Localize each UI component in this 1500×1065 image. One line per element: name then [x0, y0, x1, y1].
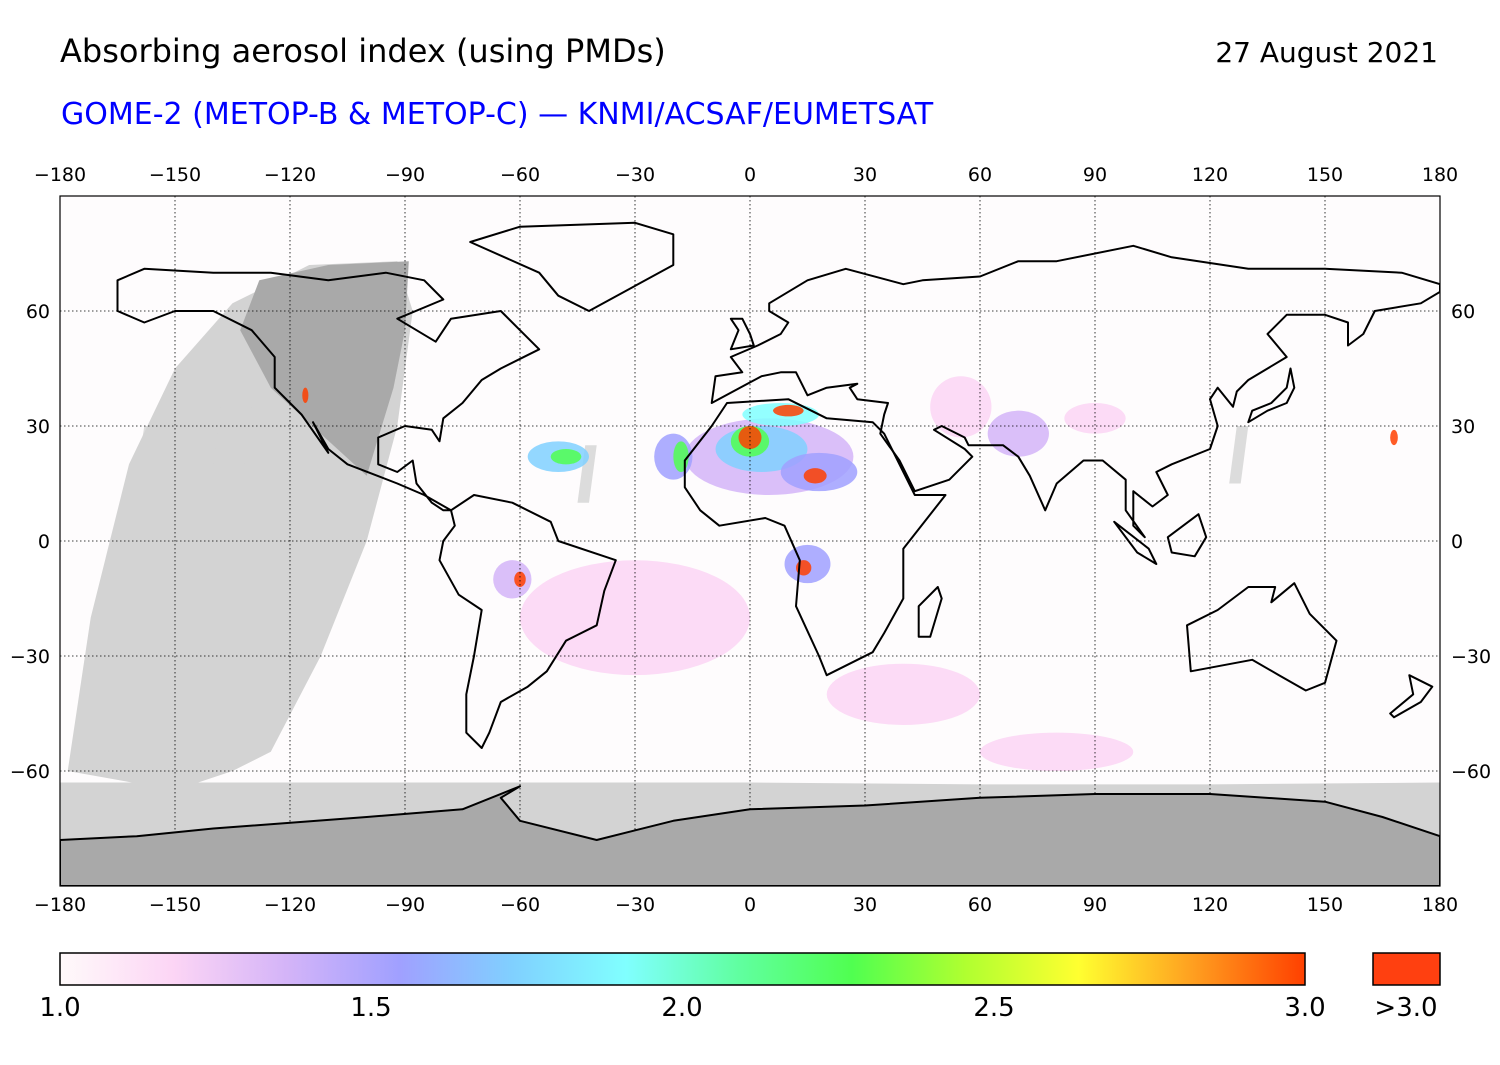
latitude-tick-label: 0	[1451, 531, 1463, 553]
aerosol-plume	[673, 441, 689, 472]
coastline-great-britain	[729, 317, 755, 351]
map-subtitle: GOME-2 (METOP-B & METOP-C) — KNMI/ACSAF/…	[61, 97, 934, 132]
aerosol-plume	[1064, 403, 1126, 434]
latitude-tick-label: −60	[1451, 761, 1491, 783]
longitude-tick-label: 60	[968, 894, 992, 916]
latitude-tick-label: 30	[26, 416, 50, 438]
map-frame	[59, 195, 1441, 887]
longitude-tick-label: −150	[149, 894, 201, 916]
aerosol-plume	[980, 732, 1134, 771]
latitude-tick-label: 60	[1451, 301, 1475, 323]
aerosol-plume	[550, 449, 582, 465]
aerosol-plume	[514, 571, 526, 587]
coastline-japan	[1247, 367, 1296, 424]
colorbar	[59, 952, 1306, 986]
map-date: 27 August 2021	[1215, 36, 1438, 69]
coastline-sumatra	[1113, 520, 1158, 565]
aerosol-plume	[987, 410, 1049, 457]
coastline-new-zealand	[1389, 674, 1434, 719]
colorbar-label: 1.5	[350, 993, 392, 1023]
longitude-tick-label: 120	[1192, 894, 1228, 916]
longitude-tick-label: 180	[1422, 894, 1458, 916]
coastline-eurasia	[710, 244, 1440, 539]
longitude-tick-label: −60	[500, 164, 540, 186]
aerosol-plume	[803, 468, 827, 484]
colorbar-over-label: >3.0	[1374, 993, 1438, 1023]
aerosol-plume	[930, 376, 992, 438]
longitude-tick-label: 0	[744, 894, 756, 916]
colorbar-over-swatch	[1372, 952, 1441, 986]
latitude-tick-label: 60	[26, 301, 50, 323]
coastline-africa	[683, 398, 947, 677]
longitude-tick-label: −60	[500, 894, 540, 916]
aerosol-plume	[826, 663, 980, 725]
orbit-gap	[1229, 426, 1249, 484]
map-title: Absorbing aerosol index (using PMDs)	[60, 32, 666, 70]
latitude-tick-label: 0	[38, 531, 50, 553]
aerosol-plume	[493, 560, 532, 599]
coastline-madagascar	[917, 586, 943, 638]
longitude-tick-label: 0	[744, 164, 756, 186]
aerosol-plume	[773, 404, 804, 417]
longitude-tick-label: 30	[853, 894, 877, 916]
coastline-south-america	[438, 494, 617, 749]
longitude-tick-label: 180	[1422, 164, 1458, 186]
colorbar-label: 1.0	[39, 993, 81, 1023]
longitude-tick-label: −120	[264, 164, 316, 186]
longitude-tick-label: 60	[968, 164, 992, 186]
longitude-tick-label: −180	[34, 164, 86, 186]
longitude-tick-label: −150	[149, 164, 201, 186]
latitude-tick-label: −30	[1451, 646, 1491, 668]
coastline-north-america	[116, 267, 541, 512]
longitude-tick-label: −120	[264, 894, 316, 916]
aerosol-plume	[520, 560, 750, 676]
longitude-tick-label: −30	[615, 894, 655, 916]
orbit-gap	[136, 426, 175, 476]
longitude-tick-label: 120	[1192, 164, 1228, 186]
orbit-gap	[577, 445, 597, 503]
colorbar-label: 3.0	[1284, 993, 1326, 1023]
colorbar-label: 2.0	[661, 993, 703, 1023]
longitude-tick-label: 90	[1083, 894, 1107, 916]
latitude-tick-label: 30	[1451, 416, 1475, 438]
longitude-tick-label: 150	[1307, 894, 1343, 916]
coastline-borneo	[1166, 513, 1208, 558]
longitude-tick-label: −180	[34, 894, 86, 916]
coastline-greenland	[469, 221, 675, 312]
latitude-tick-label: −30	[10, 646, 50, 668]
colorbar-label: 2.5	[973, 993, 1015, 1023]
coastline-australia	[1186, 582, 1338, 692]
longitude-tick-label: −30	[615, 164, 655, 186]
aerosol-plume	[1390, 429, 1398, 446]
night-swath-overlap	[240, 261, 409, 476]
longitude-tick-label: 150	[1307, 164, 1343, 186]
aerosol-plume	[302, 387, 309, 403]
longitude-tick-label: −90	[385, 894, 425, 916]
longitude-tick-label: 90	[1083, 164, 1107, 186]
longitude-tick-label: −90	[385, 164, 425, 186]
orbit-gap	[213, 406, 252, 465]
coastline-antarctica	[60, 785, 1440, 886]
latitude-tick-label: −60	[10, 761, 50, 783]
longitude-tick-label: 30	[853, 164, 877, 186]
